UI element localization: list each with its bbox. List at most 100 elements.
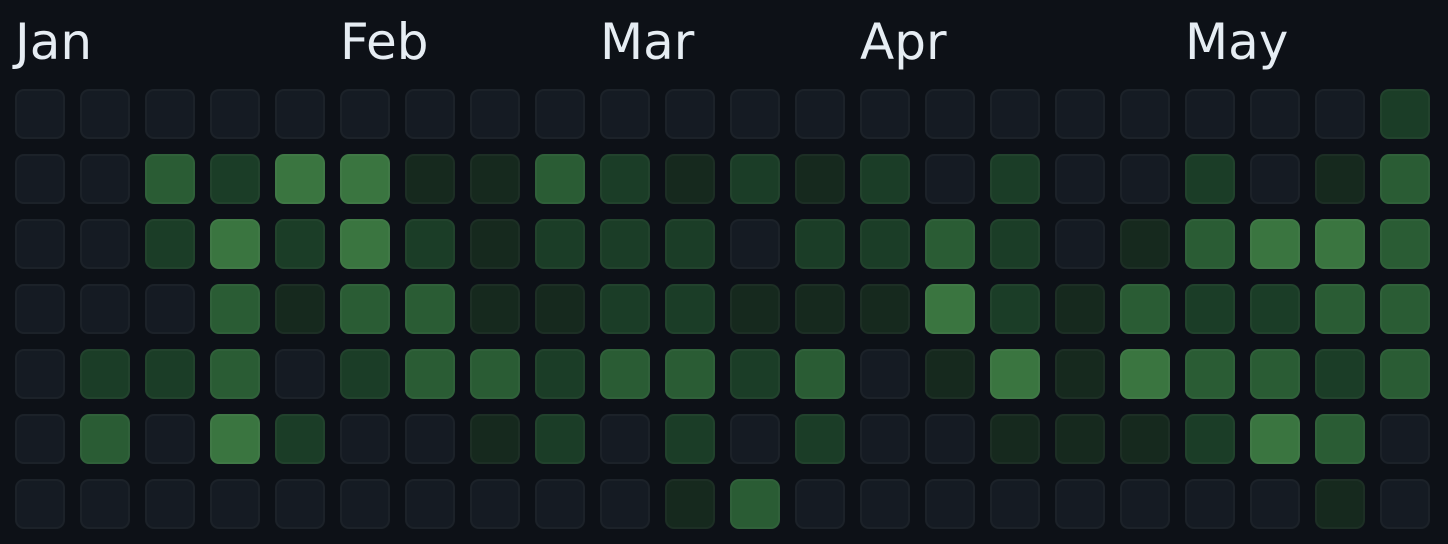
contribution-cell[interactable] [470,154,520,204]
contribution-cell[interactable] [535,479,585,529]
contribution-cell[interactable] [405,479,455,529]
contribution-cell[interactable] [210,414,260,464]
contribution-cell[interactable] [80,219,130,269]
contribution-cell[interactable] [1120,479,1170,529]
contribution-cell[interactable] [470,89,520,139]
contribution-cell[interactable] [535,284,585,334]
contribution-cell[interactable] [730,89,780,139]
contribution-cell[interactable] [1055,219,1105,269]
contribution-cell[interactable] [1055,414,1105,464]
contribution-cell[interactable] [275,219,325,269]
contribution-cell[interactable] [405,154,455,204]
contribution-cell[interactable] [340,284,390,334]
contribution-cell[interactable] [1380,414,1430,464]
contribution-cell[interactable] [470,414,520,464]
contribution-cell[interactable] [730,154,780,204]
contribution-cell[interactable] [15,89,65,139]
contribution-cell[interactable] [470,349,520,399]
contribution-cell[interactable] [340,479,390,529]
contribution-cell[interactable] [860,154,910,204]
contribution-cell[interactable] [405,284,455,334]
contribution-cell[interactable] [860,219,910,269]
contribution-cell[interactable] [1120,349,1170,399]
contribution-cell[interactable] [470,479,520,529]
contribution-cell[interactable] [1380,89,1430,139]
contribution-cell[interactable] [535,219,585,269]
contribution-cell[interactable] [15,479,65,529]
contribution-cell[interactable] [145,89,195,139]
contribution-cell[interactable] [990,414,1040,464]
contribution-cell[interactable] [665,219,715,269]
contribution-cell[interactable] [535,89,585,139]
contribution-cell[interactable] [990,89,1040,139]
contribution-cell[interactable] [990,284,1040,334]
contribution-cell[interactable] [1380,219,1430,269]
contribution-cell[interactable] [990,154,1040,204]
contribution-cell[interactable] [795,479,845,529]
contribution-cell[interactable] [535,349,585,399]
contribution-cell[interactable] [600,479,650,529]
contribution-cell[interactable] [405,349,455,399]
contribution-cell[interactable] [1185,479,1235,529]
contribution-cell[interactable] [1250,219,1300,269]
contribution-cell[interactable] [210,154,260,204]
contribution-cell[interactable] [990,219,1040,269]
contribution-cell[interactable] [470,219,520,269]
contribution-cell[interactable] [15,414,65,464]
contribution-cell[interactable] [1315,479,1365,529]
contribution-cell[interactable] [1120,284,1170,334]
contribution-cell[interactable] [1315,89,1365,139]
contribution-cell[interactable] [600,219,650,269]
contribution-cell[interactable] [600,154,650,204]
contribution-cell[interactable] [80,89,130,139]
contribution-cell[interactable] [1120,219,1170,269]
contribution-cell[interactable] [1250,479,1300,529]
contribution-cell[interactable] [730,414,780,464]
contribution-cell[interactable] [730,219,780,269]
contribution-cell[interactable] [665,414,715,464]
contribution-cell[interactable] [1315,284,1365,334]
contribution-cell[interactable] [340,414,390,464]
contribution-cell[interactable] [925,219,975,269]
contribution-cell[interactable] [925,89,975,139]
contribution-cell[interactable] [15,349,65,399]
contribution-cell[interactable] [275,284,325,334]
contribution-cell[interactable] [535,154,585,204]
contribution-cell[interactable] [1315,219,1365,269]
contribution-cell[interactable] [1120,154,1170,204]
contribution-cell[interactable] [80,284,130,334]
contribution-cell[interactable] [210,479,260,529]
contribution-cell[interactable] [1380,154,1430,204]
contribution-cell[interactable] [665,479,715,529]
contribution-cell[interactable] [860,89,910,139]
contribution-cell[interactable] [1315,414,1365,464]
contribution-cell[interactable] [275,89,325,139]
contribution-cell[interactable] [340,154,390,204]
contribution-cell[interactable] [210,349,260,399]
contribution-cell[interactable] [1120,414,1170,464]
contribution-cell[interactable] [210,219,260,269]
contribution-cell[interactable] [665,154,715,204]
contribution-cell[interactable] [535,414,585,464]
contribution-cell[interactable] [1250,154,1300,204]
contribution-cell[interactable] [145,479,195,529]
contribution-cell[interactable] [1055,349,1105,399]
contribution-cell[interactable] [925,154,975,204]
contribution-cell[interactable] [145,154,195,204]
contribution-cell[interactable] [665,349,715,399]
contribution-cell[interactable] [1250,89,1300,139]
contribution-cell[interactable] [1250,349,1300,399]
contribution-cell[interactable] [665,284,715,334]
contribution-cell[interactable] [600,349,650,399]
contribution-cell[interactable] [210,89,260,139]
contribution-cell[interactable] [470,284,520,334]
contribution-cell[interactable] [795,284,845,334]
contribution-cell[interactable] [925,284,975,334]
contribution-cell[interactable] [405,414,455,464]
contribution-cell[interactable] [925,479,975,529]
contribution-cell[interactable] [275,349,325,399]
contribution-cell[interactable] [1185,154,1235,204]
contribution-cell[interactable] [275,414,325,464]
contribution-cell[interactable] [730,349,780,399]
contribution-cell[interactable] [860,414,910,464]
